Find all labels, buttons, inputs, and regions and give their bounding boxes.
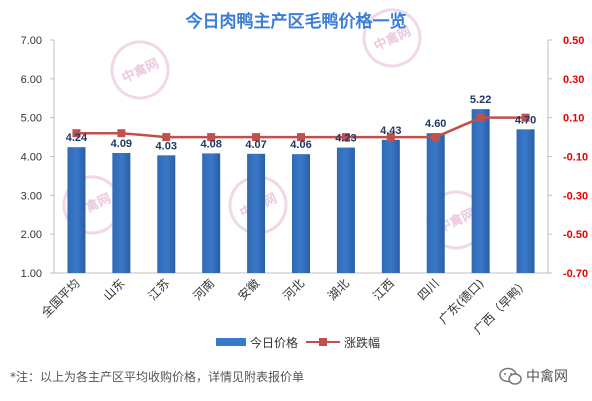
bar-data-label: 4.23: [335, 133, 356, 145]
bar: [67, 147, 86, 273]
bar-data-label: 4.09: [111, 138, 132, 150]
y-right-ticks: -0.70 -0.50 -0.30 -0.10 0.10 0.30 0.50: [548, 35, 588, 280]
y-right-tick-label: 0.30: [563, 74, 584, 86]
y-right-tick-label: 0.10: [563, 113, 584, 125]
x-category-label: 四川: [415, 276, 442, 303]
line-point: [72, 129, 81, 138]
line-point: [431, 133, 440, 142]
legend: 今日价格 涨跌幅: [216, 335, 380, 350]
bar: [247, 153, 266, 273]
bar: [112, 153, 131, 273]
bar: [471, 109, 490, 273]
y-left-tick-label: 4.00: [21, 152, 42, 164]
line-point: [117, 129, 126, 138]
data-labels: 4.24 4.09 4.03 4.08 4.07 4.06 4.23 4.43 4.60 5.22…: [66, 94, 537, 152]
bar-data-label: 4.07: [245, 139, 266, 151]
logo-text: 中禽网: [526, 368, 568, 385]
x-category-label: 湖北: [324, 276, 352, 304]
y-left-tick-label: 1.00: [21, 268, 42, 280]
line-point: [386, 133, 395, 142]
bar-data-label: 5.22: [470, 94, 491, 106]
bar: [157, 155, 176, 273]
bar-data-label: 4.70: [515, 114, 536, 126]
bar: [426, 133, 445, 273]
y-left-tick-label: 7.00: [21, 35, 42, 47]
logo: 中禽网: [499, 367, 568, 385]
y-right-tick-label: 0.50: [563, 35, 584, 47]
bar-data-label: 4.08: [200, 138, 221, 150]
bar: [202, 153, 221, 273]
bar-data-label: 4.43: [380, 125, 401, 137]
y-right-tick-label: -0.50: [563, 229, 588, 241]
bar-data-label: 4.06: [290, 139, 311, 151]
line-point: [162, 133, 171, 142]
x-category-label: 河南: [190, 276, 218, 304]
bar-data-label: 4.60: [425, 118, 446, 130]
legend-bar-swatch: [216, 338, 246, 346]
y-left-tick-label: 5.00: [21, 113, 42, 125]
bar-data-label: 4.03: [156, 140, 177, 152]
y-left-tick-label: 6.00: [21, 74, 42, 86]
bar-data-label: 4.24: [66, 132, 88, 144]
chart-title: 今日肉鸭主产区毛鸭价格一览: [186, 11, 407, 32]
line-point: [521, 113, 530, 122]
x-category-label: 江苏: [146, 276, 173, 303]
bar-series: [67, 109, 535, 273]
bar: [516, 129, 535, 273]
y-left-tick-label: 3.00: [21, 190, 42, 202]
y-right-tick-label: -0.70: [563, 268, 588, 280]
line-series: [72, 113, 530, 142]
x-category-label: 河北: [280, 276, 307, 303]
y-left-ticks: 1.00 2.00 3.00 4.00 5.00 6.00 7.00: [21, 35, 54, 280]
line-point: [341, 133, 350, 142]
bar: [292, 154, 310, 273]
legend-bar-label: 今日价格: [250, 335, 298, 350]
x-category-label: 江西: [370, 276, 397, 303]
legend-line-label: 涨跌幅: [344, 335, 380, 350]
y-right-tick-label: -0.30: [563, 190, 588, 202]
watermark-text: 中禽网: [119, 55, 161, 86]
x-category-label: 山东: [101, 276, 128, 303]
x-category-label: 安徽: [235, 276, 263, 304]
y-left-tick-label: 2.00: [21, 229, 42, 241]
bar: [381, 139, 400, 273]
y-right-tick-label: -0.10: [563, 152, 588, 164]
x-category-label: 全国平均: [38, 276, 83, 321]
footnote: *注：以上为各主产区平均收购价格，详情见附表报价单: [10, 369, 304, 384]
wechat-icon: [499, 367, 522, 385]
line-point: [207, 133, 216, 142]
bar: [336, 147, 355, 273]
line-point: [252, 133, 261, 142]
line-point: [297, 133, 305, 142]
legend-line-marker: [319, 338, 327, 346]
line-point: [476, 113, 485, 122]
